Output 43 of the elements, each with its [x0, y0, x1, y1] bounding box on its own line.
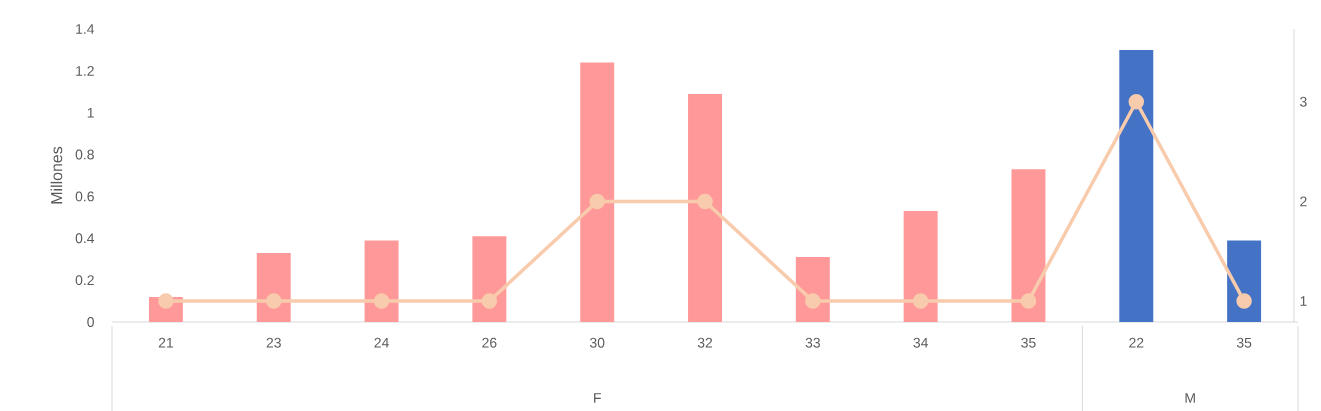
point	[697, 193, 713, 210]
x-tick-label: 35	[1021, 337, 1036, 348]
y-tick-label: 0	[87, 317, 94, 327]
point	[373, 293, 390, 309]
x-tick-label: 33	[805, 337, 820, 348]
x-tick-label: 34	[913, 337, 928, 348]
point	[805, 293, 821, 309]
point	[912, 293, 929, 309]
y-tick-label: 0.8	[75, 149, 94, 160]
text: M	[1185, 393, 1195, 403]
point	[1236, 293, 1252, 309]
y2-tick-label: 1	[1300, 296, 1307, 306]
x-tick-label: 24	[374, 337, 389, 348]
point	[158, 293, 174, 309]
y-tick-label: 0.4	[75, 233, 95, 244]
y2-tick-label: 3	[1300, 96, 1307, 107]
bar	[1011, 169, 1046, 322]
bar	[903, 211, 938, 322]
bar	[472, 236, 507, 322]
y2-tick-label: 2	[1300, 196, 1307, 207]
x-tick-label: 35	[1236, 337, 1252, 348]
x-tick-label: 26	[482, 337, 497, 348]
point	[1020, 293, 1037, 309]
y-tick-label: 0.2	[75, 275, 94, 286]
bar	[688, 93, 722, 322]
x-tick-label: 22	[1129, 337, 1144, 348]
y-tick-label: 1.4	[76, 24, 95, 34]
x-tick-label: 32	[697, 337, 713, 348]
point	[265, 293, 282, 309]
point	[589, 193, 605, 210]
bar	[364, 240, 399, 322]
x-tick-label: 21	[158, 337, 173, 348]
y-axis-title: Millones	[50, 146, 63, 204]
bar	[580, 62, 615, 322]
text: F	[594, 393, 601, 403]
y-tick-label: 1	[87, 107, 94, 118]
point	[481, 293, 498, 309]
y-tick-label: 0.6	[75, 191, 94, 202]
y-tick-label: 1.2	[76, 65, 94, 76]
x-tick-label: 30	[589, 337, 605, 348]
bar	[1119, 49, 1154, 322]
x-tick-label: 23	[266, 337, 281, 348]
point	[1128, 94, 1145, 110]
